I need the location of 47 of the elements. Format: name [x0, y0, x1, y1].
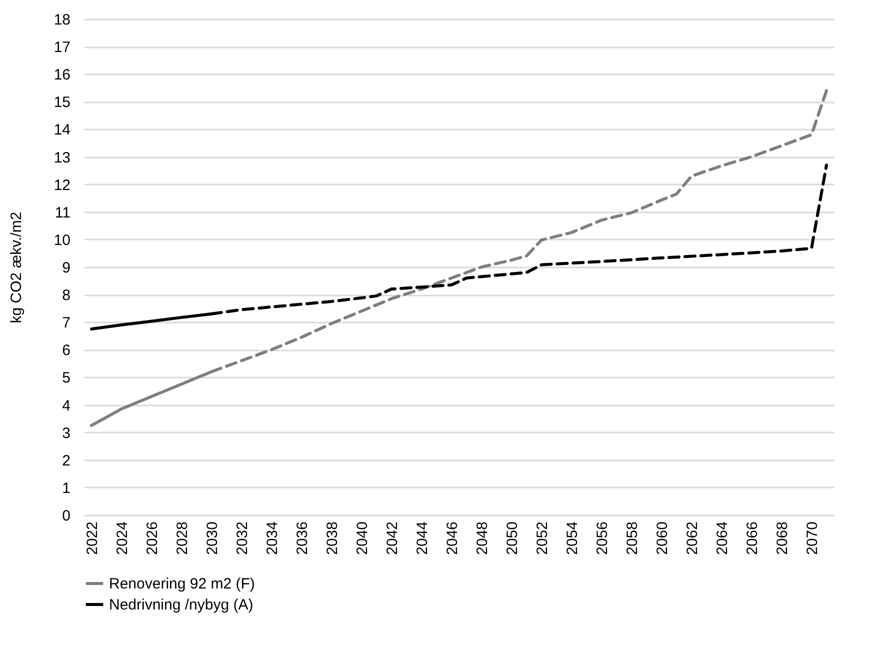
y-tick-label: 18 — [54, 12, 70, 28]
x-tick-label: 2066 — [744, 522, 761, 555]
x-tick-label: 2024 — [114, 522, 131, 555]
legend-label: Renovering 92 m2 (F) — [109, 576, 255, 592]
x-tick-label: 2056 — [594, 522, 611, 555]
y-tick-label: 12 — [54, 176, 70, 194]
y-tick-label: 4 — [62, 397, 70, 414]
x-tick-label: 2054 — [564, 522, 581, 555]
x-tick-label: 2032 — [234, 522, 251, 555]
y-tick-label: 9 — [62, 260, 70, 276]
x-tick-label: 2052 — [534, 522, 551, 555]
x-tick-label: 2040 — [354, 522, 371, 555]
x-tick-label: 2028 — [174, 522, 191, 555]
x-tick-label: 2070 — [804, 522, 821, 555]
y-tick-label: 5 — [62, 370, 70, 387]
y-tick-label: 10 — [54, 232, 70, 249]
x-tick-label: 2068 — [774, 522, 791, 555]
x-tick-label: 2042 — [384, 522, 401, 555]
y-tick-label: 0 — [62, 508, 70, 524]
x-tick-label: 2046 — [444, 522, 461, 555]
x-tick-label: 2022 — [84, 522, 101, 555]
y-tick-label: 2 — [62, 452, 70, 470]
y-tick-label: 17 — [54, 39, 70, 56]
x-tick-label: 2064 — [714, 522, 731, 555]
x-tick-label: 2062 — [684, 522, 701, 555]
y-tick-label: 6 — [62, 342, 70, 360]
x-tick-label: 2034 — [264, 522, 281, 555]
x-tick-label: 2060 — [654, 522, 671, 555]
y-tick-label: 14 — [54, 122, 70, 139]
y-tick-label: 16 — [54, 66, 70, 84]
x-tick-label: 2048 — [474, 522, 491, 555]
y-tick-label: 13 — [54, 149, 70, 166]
x-tick-label: 2026 — [144, 522, 161, 555]
y-tick-label: 11 — [54, 204, 70, 222]
y-axis-title: kg CO2 ækv./m2 — [8, 212, 25, 324]
legend-label: Nedrivning /nybyg (A) — [109, 596, 254, 614]
x-tick-label: 2038 — [324, 522, 341, 555]
x-tick-label: 2036 — [294, 522, 311, 555]
x-tick-label: 2044 — [414, 522, 431, 555]
x-tick-label: 2050 — [504, 522, 521, 555]
y-tick-label: 1 — [62, 480, 70, 497]
y-tick-label: 15 — [54, 94, 70, 112]
y-tick-label: 3 — [62, 424, 70, 442]
y-tick-label: 7 — [62, 314, 70, 332]
y-tick-label: 8 — [62, 287, 70, 304]
x-tick-label: 2058 — [624, 522, 641, 555]
x-tick-label: 2030 — [204, 522, 221, 555]
